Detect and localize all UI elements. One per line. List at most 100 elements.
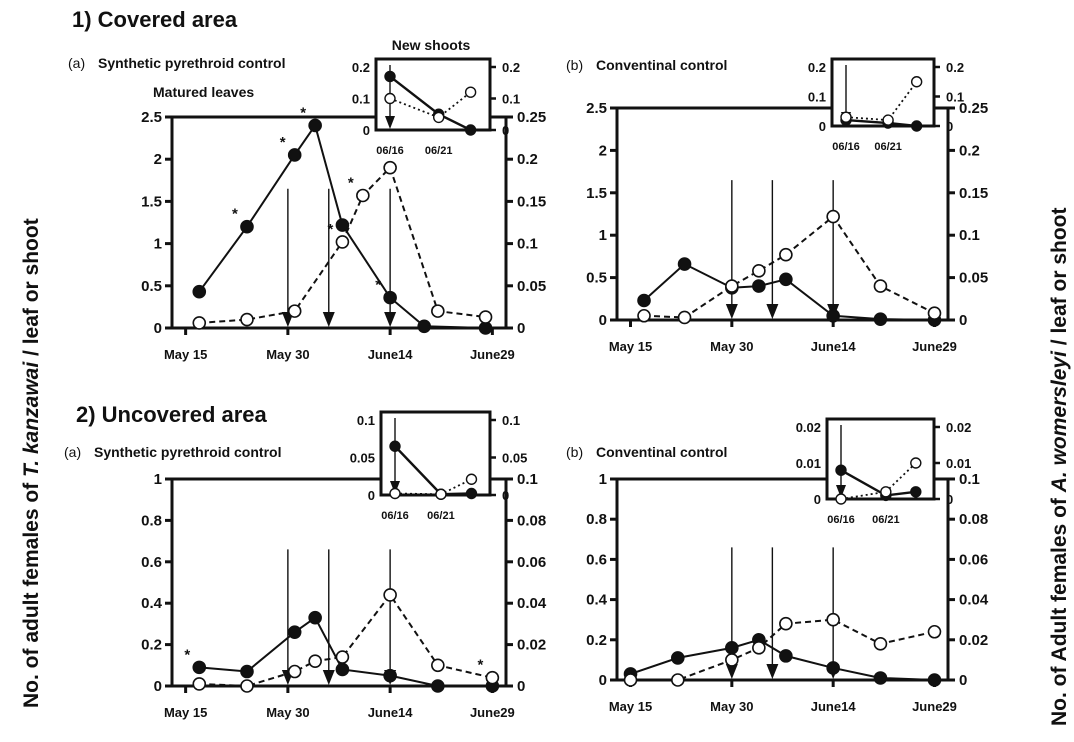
data-point-a-womersleyi <box>779 616 793 631</box>
panel-title: Conventinal control <box>596 57 727 73</box>
data-point-t-kanzawai <box>637 293 651 308</box>
significance-star: * <box>280 134 286 151</box>
inset-point-a-womersleyi <box>464 86 477 98</box>
inset-spray-arrow-head <box>836 485 846 498</box>
data-point-t-kanzawai <box>417 319 432 334</box>
inset-y-tick-left: 0.1 <box>808 90 826 105</box>
data-point-a-womersleyi <box>637 308 651 323</box>
data-point-a-womersleyi <box>383 160 397 175</box>
section-title-uncovered: 2) Uncovered area <box>76 402 268 427</box>
inset-x-tick-label: 06/16 <box>381 510 409 522</box>
y-tick-label-left: 2.5 <box>586 100 607 117</box>
data-point-t-kanzawai <box>335 662 350 677</box>
inset-y-tick-left: 0 <box>819 119 826 134</box>
inset-y-tick-left: 0.1 <box>357 413 375 428</box>
y-tick-label-left: 0.2 <box>586 632 607 649</box>
y-tick-label-left: 0.6 <box>141 554 162 571</box>
y-tick-label-right: 0.05 <box>517 278 546 295</box>
inset-point-a-womersleyi <box>882 114 894 126</box>
inset-title: New shoots <box>392 37 471 53</box>
inset-y-tick-right: 0 <box>502 488 509 503</box>
panel-title: Synthetic pyrethroid control <box>94 444 281 460</box>
y-tick-label-right: 0.2 <box>959 142 980 159</box>
data-point-a-womersleyi <box>927 624 942 639</box>
spray-arrow-head <box>766 304 779 319</box>
data-point-t-kanzawai <box>308 118 322 133</box>
data-point-a-womersleyi <box>485 670 500 685</box>
data-point-a-womersleyi <box>779 247 793 262</box>
inset-y-tick-right: 0.1 <box>502 92 520 107</box>
significance-star: * <box>300 104 306 121</box>
data-point-a-womersleyi <box>431 304 445 318</box>
panel-letter: (a) <box>68 55 85 71</box>
data-point-a-womersleyi <box>383 588 397 602</box>
data-point-t-kanzawai <box>779 272 793 287</box>
data-point-a-womersleyi <box>752 264 766 278</box>
data-point-t-kanzawai <box>826 308 840 323</box>
inset-y-tick-right: 0.02 <box>946 420 971 435</box>
data-point-t-kanzawai <box>192 660 207 675</box>
data-point-a-womersleyi <box>677 310 692 325</box>
data-point-a-womersleyi <box>873 279 888 293</box>
inset-point-a-womersleyi <box>435 488 447 500</box>
y-axis-label-right: No. of Adult females of A. womersleyi / … <box>1048 208 1071 726</box>
data-point-a-womersleyi <box>478 310 493 324</box>
y-tick-label-left: 0.8 <box>586 511 607 528</box>
series-line-a-womersleyi <box>643 215 935 319</box>
panel-letter: (b) <box>566 57 583 73</box>
data-point-a-womersleyi <box>670 673 685 687</box>
y-tick-label-left: 2 <box>154 151 162 168</box>
y-tick-label-right: 0 <box>959 672 967 689</box>
data-point-t-kanzawai <box>752 279 766 293</box>
data-point-t-kanzawai <box>335 218 350 232</box>
y-tick-label-left: 0.4 <box>586 592 608 609</box>
y-tick-label-right: 0.08 <box>517 512 546 529</box>
series-line-a-womersleyi <box>630 618 935 681</box>
y-tick-label-right: 0.1 <box>959 227 980 244</box>
data-point-t-kanzawai <box>873 671 888 685</box>
significance-star: * <box>375 277 381 294</box>
data-point-a-womersleyi <box>192 677 207 691</box>
x-tick-label: May 30 <box>710 699 753 714</box>
y-tick-label-right: 0.05 <box>959 270 988 287</box>
inset-point-a-womersleyi <box>384 92 396 105</box>
x-tick-label: June29 <box>912 339 957 354</box>
inset-point-a-womersleyi <box>389 487 401 500</box>
inset-y-tick-right: 0.1 <box>946 90 964 105</box>
x-tick-label: June29 <box>912 699 957 714</box>
x-tick-label: May 30 <box>710 339 753 354</box>
y-tick-label-right: 0 <box>517 678 525 695</box>
x-tick-label: June14 <box>811 699 857 714</box>
series-line-a-womersleyi <box>199 593 493 688</box>
y-tick-label-right: 0.02 <box>959 632 988 649</box>
inset-y-tick-right: 0.1 <box>502 413 520 428</box>
y-tick-label-right: 0.06 <box>517 554 546 571</box>
inset-x-tick-label: 06/16 <box>376 145 404 157</box>
data-point-t-kanzawai <box>927 673 942 687</box>
y-tick-label-right: 0.06 <box>959 551 988 568</box>
data-point-a-womersleyi <box>335 235 350 249</box>
panel-letter: (b) <box>566 444 583 460</box>
y-tick-label-right: 0 <box>517 320 525 337</box>
inset-y-tick-left: 0.2 <box>808 60 826 75</box>
data-point-a-womersleyi <box>623 673 638 687</box>
y-tick-label-left: 2 <box>599 142 607 159</box>
y-tick-label-left: 0.6 <box>586 551 607 568</box>
inset-x-tick-label: 06/21 <box>427 510 455 522</box>
spray-arrow-head <box>322 312 335 327</box>
significance-star: * <box>232 206 238 223</box>
inset-y-tick-left: 0.1 <box>352 92 370 107</box>
y-tick-label-right: 0 <box>959 312 967 329</box>
data-point-t-kanzawai <box>826 661 840 675</box>
y-tick-label-right: 0.02 <box>517 637 546 654</box>
data-point-t-kanzawai <box>240 219 254 234</box>
data-point-a-womersleyi <box>873 637 888 651</box>
series-line-t-kanzawai <box>199 616 493 687</box>
inset-x-tick-label: 06/21 <box>425 145 453 157</box>
panel-covered-pyrethroid: (a) Synthetic pyrethroid control Matured l… <box>68 37 546 362</box>
data-point-t-kanzawai <box>431 679 445 693</box>
series-line-t-kanzawai <box>643 262 935 321</box>
series-line-t-kanzawai <box>198 123 486 329</box>
y-tick-label-left: 0 <box>599 672 607 689</box>
data-point-a-womersleyi <box>927 306 942 321</box>
